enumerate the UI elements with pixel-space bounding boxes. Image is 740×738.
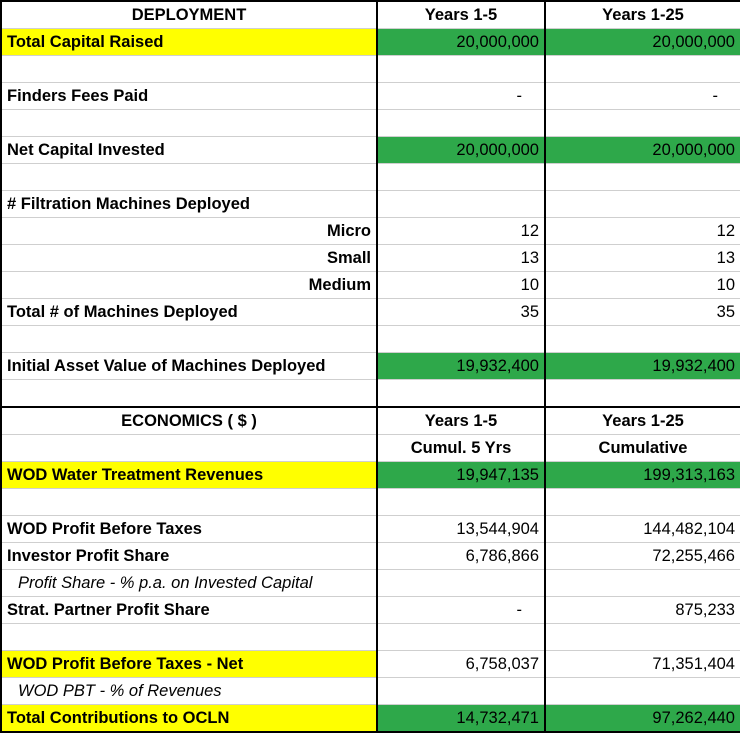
col-years-1-5-header: Years 1-5 <box>376 406 546 435</box>
row-label: WOD PBT - % of Revenues <box>0 677 378 705</box>
cell-value: 13 <box>544 244 740 272</box>
table-row: WOD PBT - % of Revenues <box>0 677 740 705</box>
cell-value: 10 <box>544 271 740 299</box>
table-row: Finders Fees Paid - - <box>0 82 740 110</box>
cell-value: 10 <box>376 271 546 299</box>
cell-value: 35 <box>544 298 740 326</box>
cell-value: 199,313,163 <box>544 461 740 489</box>
row-label: WOD Profit Before Taxes - Net <box>0 650 378 678</box>
spacer-row <box>0 109 740 137</box>
cell-value: 14,732,471 <box>376 704 546 733</box>
cell-value: 19,947,135 <box>376 461 546 489</box>
cell-value: 20,000,000 <box>544 136 740 164</box>
row-label: Small <box>0 244 378 272</box>
cell-value: 20,000,000 <box>376 136 546 164</box>
col-years-1-25-subheader: Cumulative <box>544 434 740 462</box>
row-label: Investor Profit Share <box>0 542 378 570</box>
table-row: Initial Asset Value of Machines Deployed… <box>0 352 740 380</box>
economics-header: ECONOMICS ( $ ) <box>0 406 378 435</box>
cell-value: 13 <box>376 244 546 272</box>
economics-header-row: ECONOMICS ( $ ) Years 1-5 Years 1-25 <box>0 406 740 435</box>
table-row: Total Contributions to OCLN 14,732,471 9… <box>0 704 740 733</box>
col-years-1-5-header: Years 1-5 <box>376 0 546 29</box>
row-label: Total # of Machines Deployed <box>0 298 378 326</box>
row-label: Strat. Partner Profit Share <box>0 596 378 624</box>
cell-value: 12 <box>376 217 546 245</box>
table-row: Strat. Partner Profit Share - 875,233 <box>0 596 740 624</box>
table-row: Medium 10 10 <box>0 271 740 299</box>
spacer-row <box>0 379 740 408</box>
row-label: WOD Water Treatment Revenues <box>0 461 378 489</box>
deployment-header-row: DEPLOYMENT Years 1-5 Years 1-25 <box>0 0 740 29</box>
table-row: WOD Profit Before Taxes 13,544,904 144,4… <box>0 515 740 543</box>
table-row: Net Capital Invested 20,000,000 20,000,0… <box>0 136 740 164</box>
row-label: Initial Asset Value of Machines Deployed <box>0 352 378 380</box>
table-row: Investor Profit Share 6,786,866 72,255,4… <box>0 542 740 570</box>
row-label: Medium <box>0 271 378 299</box>
cell-value: 6,758,037 <box>376 650 546 678</box>
row-label: Profit Share - % p.a. on Invested Capita… <box>0 569 378 597</box>
cell-value: - <box>376 82 546 110</box>
spacer-row <box>0 325 740 353</box>
row-label: # Filtration Machines Deployed <box>0 190 378 218</box>
col-years-1-5-subheader: Cumul. 5 Yrs <box>376 434 546 462</box>
cell-value: 20,000,000 <box>544 28 740 56</box>
cell-value: 19,932,400 <box>376 352 546 380</box>
spacer-row <box>0 488 740 516</box>
table-row: # Filtration Machines Deployed <box>0 190 740 218</box>
cell-value: 875,233 <box>544 596 740 624</box>
cell-value: - <box>544 82 740 110</box>
cell-value: 144,482,104 <box>544 515 740 543</box>
cell-value: 13,544,904 <box>376 515 546 543</box>
row-label: Total Contributions to OCLN <box>0 704 378 733</box>
spacer-row <box>0 623 740 651</box>
cell-value: 6,786,866 <box>376 542 546 570</box>
economics-subheader-row: Cumul. 5 Yrs Cumulative <box>0 434 740 462</box>
cell-value: 12 <box>544 217 740 245</box>
table-row: Total # of Machines Deployed 35 35 <box>0 298 740 326</box>
table-row: WOD Profit Before Taxes - Net 6,758,037 … <box>0 650 740 678</box>
col-years-1-25-header: Years 1-25 <box>544 406 740 435</box>
spacer-row <box>0 163 740 191</box>
row-label: Net Capital Invested <box>0 136 378 164</box>
row-label: Total Capital Raised <box>0 28 378 56</box>
cell-value: 19,932,400 <box>544 352 740 380</box>
deployment-header: DEPLOYMENT <box>0 0 378 29</box>
cell-value: 97,262,440 <box>544 704 740 733</box>
table-row: Micro 12 12 <box>0 217 740 245</box>
cell-value: 71,351,404 <box>544 650 740 678</box>
row-label: Micro <box>0 217 378 245</box>
col-years-1-25-header: Years 1-25 <box>544 0 740 29</box>
table-row: Small 13 13 <box>0 244 740 272</box>
cell-value: 35 <box>376 298 546 326</box>
spacer-row <box>0 55 740 83</box>
table-row: Profit Share - % p.a. on Invested Capita… <box>0 569 740 597</box>
cell-value: - <box>376 596 546 624</box>
row-label: WOD Profit Before Taxes <box>0 515 378 543</box>
cell-value: 20,000,000 <box>376 28 546 56</box>
cell-value: 72,255,466 <box>544 542 740 570</box>
table-row: Total Capital Raised 20,000,000 20,000,0… <box>0 28 740 56</box>
row-label: Finders Fees Paid <box>0 82 378 110</box>
table-row: WOD Water Treatment Revenues 19,947,135 … <box>0 461 740 489</box>
